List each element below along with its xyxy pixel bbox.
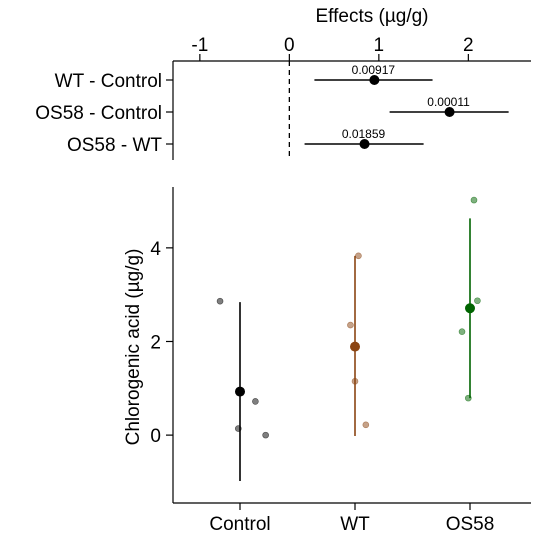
- group-control: [216, 297, 269, 481]
- observation-point: [262, 431, 269, 439]
- dot-plot: Chlorogenic acid (µg/g) 0 2 4 Control WT OS5…: [123, 187, 531, 535]
- effect-estimate-point: [359, 139, 370, 149]
- observation-point: [474, 297, 481, 305]
- effect-estimate-point: [444, 107, 455, 117]
- dot-y-tick-label: 4: [150, 239, 161, 260]
- group-mean-point: [465, 303, 475, 314]
- p-value-label: 0.00917: [352, 63, 396, 77]
- observation-point: [355, 252, 362, 260]
- comparison-label: WT - Control: [55, 71, 162, 92]
- forest-x-tick-label: 0: [284, 35, 295, 56]
- category-label: Control: [209, 514, 270, 535]
- dot-y-axis-title: Chlorogenic acid (µg/g): [123, 249, 144, 446]
- group-mean-point: [350, 341, 360, 352]
- group-os58: [458, 196, 481, 402]
- observation-point: [458, 328, 466, 335]
- observation-point: [252, 398, 259, 405]
- observation-point: [470, 196, 478, 204]
- group-wt: [347, 252, 370, 437]
- observation-point: [362, 421, 370, 429]
- observation-point: [347, 321, 354, 329]
- effect-estimate-point: [369, 75, 380, 85]
- dot-y-tick-label: 0: [150, 426, 161, 447]
- p-value-label: 0.01859: [342, 127, 386, 141]
- dot-y-tick-label: 2: [150, 332, 161, 353]
- observation-point: [216, 297, 224, 305]
- comparison-label: OS58 - WT: [67, 135, 162, 156]
- forest-x-tick-label: 1: [374, 35, 385, 56]
- forest-x-axis-title: Effects (µg/g): [315, 6, 428, 27]
- category-label: OS58: [446, 514, 495, 535]
- forest-x-tick-label: -1: [191, 35, 208, 56]
- group-mean-point: [235, 386, 245, 397]
- category-label: WT: [340, 514, 370, 535]
- comparison-label: OS58 - Control: [35, 103, 162, 124]
- p-value-label: 0.00011: [427, 95, 470, 109]
- forest-x-tick-label: 2: [463, 35, 474, 56]
- forest-plot: Effects (µg/g) -1 0 1 2 WT - Control 0.00917…: [35, 6, 531, 160]
